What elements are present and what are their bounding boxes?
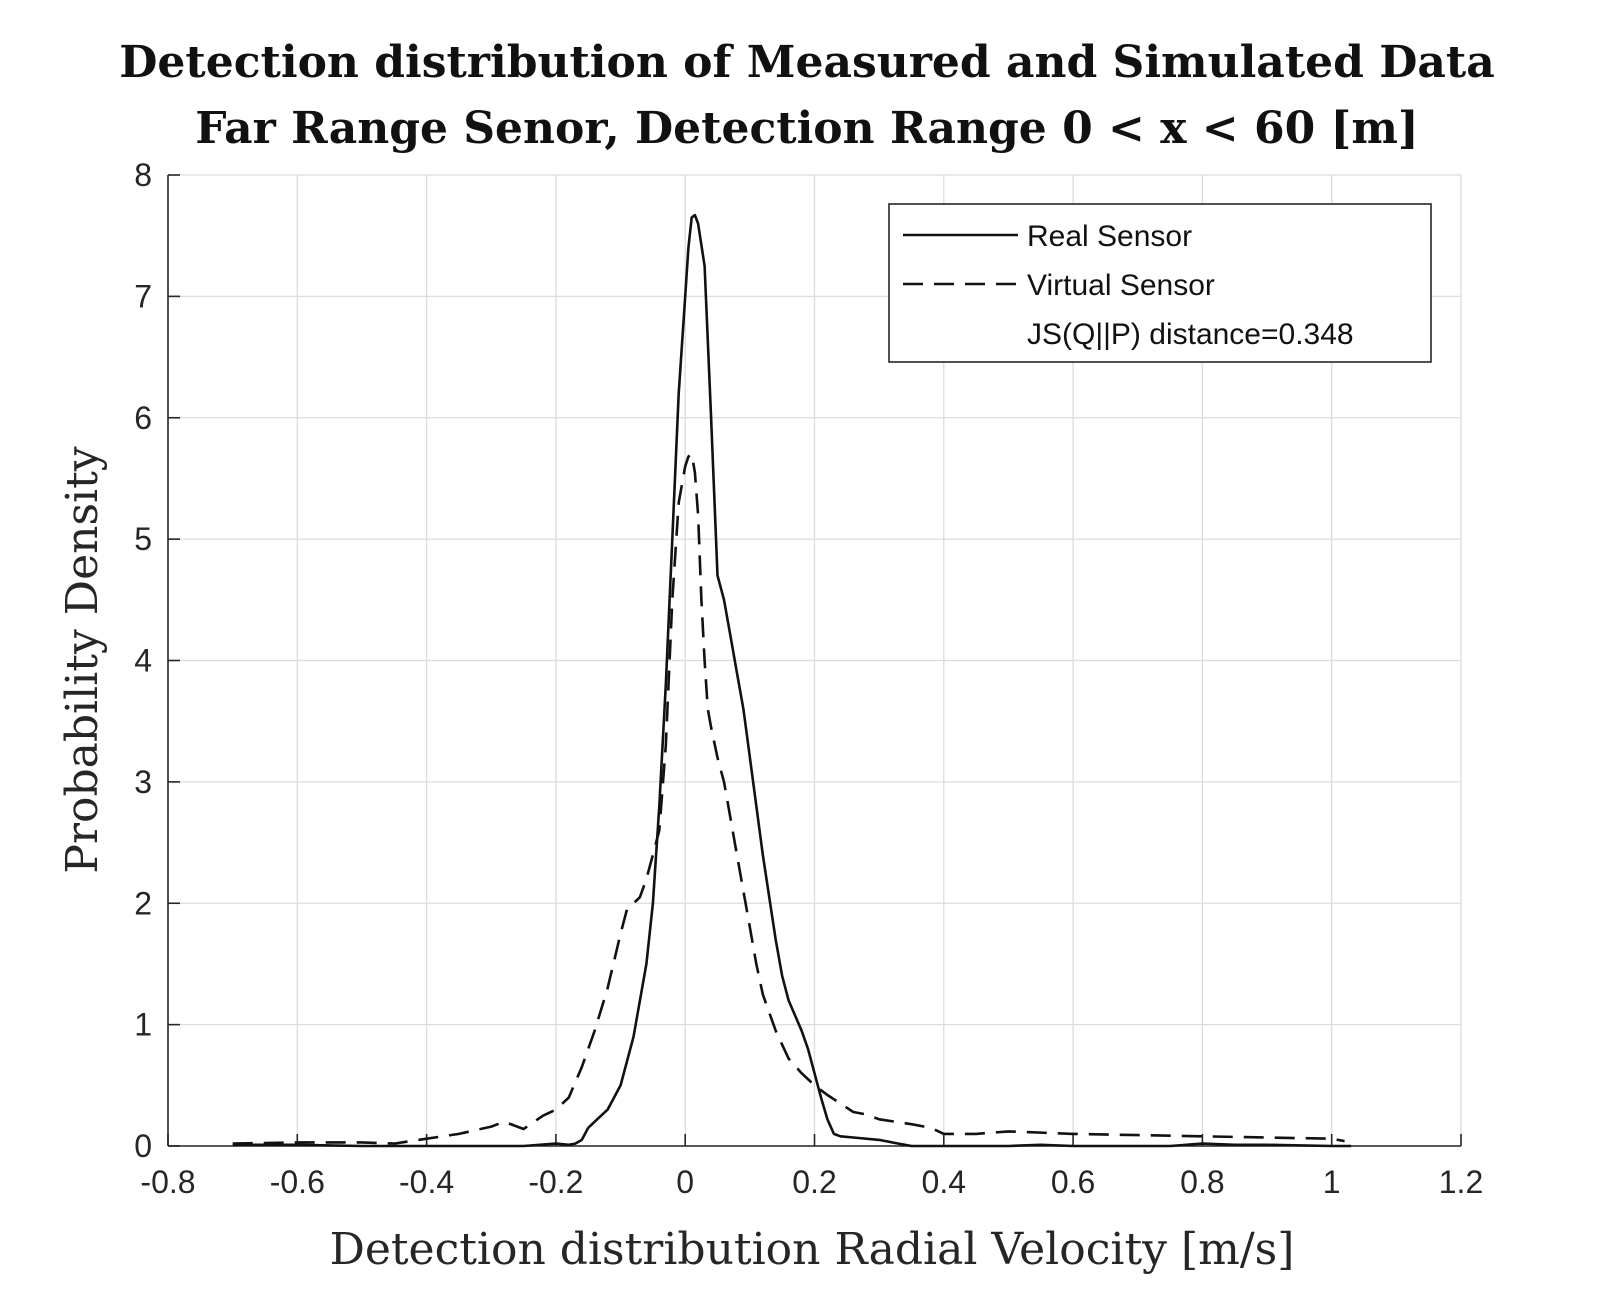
x-tick-label-6: 0.4	[922, 1164, 966, 1200]
y-tick-label-7: 7	[134, 278, 152, 314]
y-tick-label-0: 0	[134, 1128, 152, 1164]
x-tick-label-7: 0.6	[1051, 1164, 1095, 1200]
legend-label-real-sensor: Real Sensor	[1027, 220, 1192, 253]
y-tick-label-8: 8	[134, 157, 152, 193]
legend: Real Sensor Virtual Sensor JS(Q||P) dist…	[888, 203, 1432, 363]
x-tick-label-5: 0.2	[792, 1164, 836, 1200]
x-tick-label-8: 0.8	[1180, 1164, 1224, 1200]
chart-title-line-1: Detection distribution of Measured and S…	[119, 37, 1494, 88]
x-tick-label-9: 1	[1323, 1164, 1341, 1200]
x-tick-label-3: -0.2	[528, 1164, 583, 1200]
y-tick-label-2: 2	[134, 885, 152, 921]
legend-note-js-distance: JS(Q||P) distance=0.348	[1027, 318, 1354, 351]
chart-title-line-2: Far Range Senor, Detection Range 0 < x <…	[195, 103, 1418, 154]
x-tick-label-0: -0.8	[140, 1164, 195, 1200]
y-tick-label-6: 6	[134, 400, 152, 436]
x-tick-label-2: -0.4	[399, 1164, 454, 1200]
x-tick-label-4: 0	[676, 1164, 694, 1200]
x-axis-label: Detection distribution Radial Velocity […	[330, 1224, 1295, 1275]
x-tick-label-10: 1.2	[1439, 1164, 1483, 1200]
plot-area	[232, 213, 1352, 1148]
x-tick-label-1: -0.6	[270, 1164, 325, 1200]
y-tick-label-1: 1	[134, 1007, 152, 1043]
y-tick-label-3: 3	[134, 764, 152, 800]
x-axis-ticks: -0.8 -0.6 -0.4 -0.2 0 0.2 0.4 0.6 0.8 1 1.2	[140, 1134, 1483, 1200]
y-tick-label-5: 5	[134, 521, 152, 557]
series-line-virtual-sensor	[232, 452, 1345, 1145]
legend-label-virtual-sensor: Virtual Sensor	[1027, 269, 1215, 302]
y-axis-label: Probability Density	[57, 446, 108, 873]
series-line-real-sensor	[232, 213, 1352, 1148]
y-tick-label-4: 4	[134, 643, 152, 679]
y-axis-ticks: 0 1 2 3 4 5 6 7 8	[134, 157, 180, 1164]
